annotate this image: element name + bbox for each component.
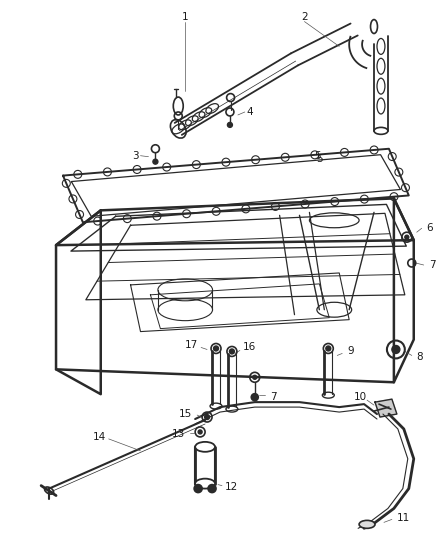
Circle shape	[227, 123, 233, 127]
Circle shape	[392, 345, 400, 353]
Circle shape	[208, 484, 216, 492]
Circle shape	[253, 375, 257, 379]
Circle shape	[214, 346, 219, 351]
Text: 4: 4	[247, 107, 253, 117]
Text: 14: 14	[92, 432, 106, 442]
Text: 8: 8	[417, 352, 424, 362]
Ellipse shape	[195, 479, 215, 489]
Circle shape	[230, 349, 234, 354]
Circle shape	[198, 430, 202, 434]
Circle shape	[205, 415, 209, 419]
Text: 10: 10	[354, 392, 367, 402]
Text: 13: 13	[172, 429, 185, 439]
Text: 12: 12	[225, 482, 238, 491]
Circle shape	[405, 235, 409, 239]
Ellipse shape	[195, 442, 215, 452]
Ellipse shape	[359, 520, 375, 528]
Text: 17: 17	[185, 340, 198, 350]
Circle shape	[194, 484, 202, 492]
Text: 7: 7	[429, 260, 435, 270]
Text: 9: 9	[347, 346, 354, 357]
Circle shape	[326, 346, 331, 351]
Circle shape	[153, 159, 158, 164]
Text: 6: 6	[427, 223, 433, 233]
Text: 11: 11	[397, 513, 410, 523]
Text: 5: 5	[314, 151, 321, 161]
Text: 2: 2	[301, 12, 308, 22]
Text: 5: 5	[316, 154, 323, 164]
Text: 15: 15	[179, 409, 192, 419]
Text: 3: 3	[132, 151, 139, 161]
Text: 1: 1	[182, 12, 188, 22]
Polygon shape	[375, 399, 397, 417]
Text: 7: 7	[270, 392, 276, 402]
Circle shape	[251, 394, 258, 401]
Text: 16: 16	[243, 343, 256, 352]
